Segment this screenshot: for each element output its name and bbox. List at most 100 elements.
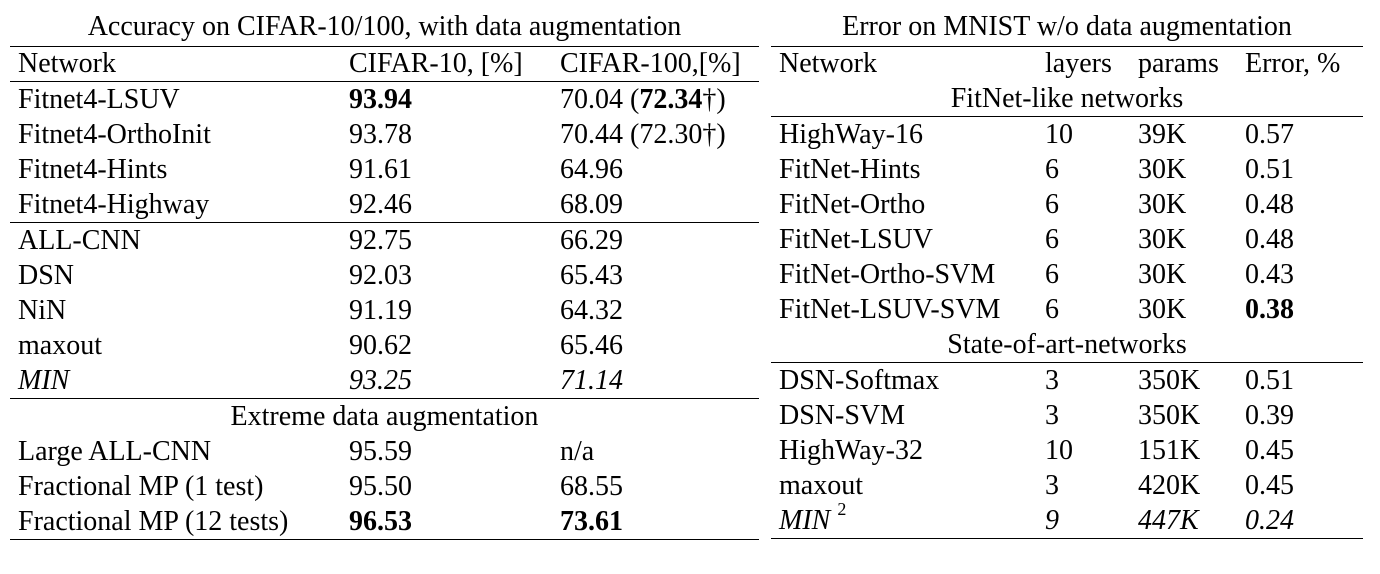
layers-cell: 3 <box>1037 362 1130 398</box>
error-cell: 0.51 <box>1245 154 1294 185</box>
header-network: Network <box>771 46 1037 81</box>
network-name: HighWay-32 <box>779 435 923 466</box>
network-cell: MIN 2 <box>771 500 1037 539</box>
network-cell: Fitnet4-Highway <box>18 189 210 220</box>
network-cell: FitNet-LSUV <box>771 222 1037 257</box>
mnist-table-panel: Error on MNIST w/o data augmentation Net… <box>771 8 1363 539</box>
cifar10-cell: 92.75 <box>341 222 552 258</box>
layers-cell: 6 <box>1045 154 1059 185</box>
table-row: MIN 2 9 447K 0.24 <box>771 500 1363 539</box>
cifar100-cell: 64.96 <box>552 152 759 187</box>
error-cell: 0.48 <box>1245 224 1294 255</box>
error-cell: 0.39 <box>1245 400 1294 431</box>
params-cell: 350K <box>1130 362 1237 398</box>
cifar10-cell: 93.78 <box>349 119 412 150</box>
params-cell: 350K <box>1138 400 1201 431</box>
error-cell: 0.45 <box>1245 470 1294 501</box>
header-cifar10: CIFAR-10, [%] <box>341 46 552 82</box>
cifar100-cell: 71.14 <box>552 363 759 399</box>
network-cell: HighWay-32 <box>771 433 1037 468</box>
params-cell: 447K <box>1130 503 1237 539</box>
network-name: maxout <box>779 470 863 501</box>
error-cell: 0.24 <box>1237 503 1363 539</box>
cifar10-cell: 95.50 <box>349 471 412 502</box>
network-cell: ALL-CNN <box>10 222 341 258</box>
section-title: Extreme data augmentation <box>10 398 759 434</box>
table-row: ALL-CNN 92.75 66.29 <box>10 222 759 258</box>
cifar10-cell: 96.53 <box>341 504 552 540</box>
network-name: FitNet-LSUV <box>779 224 933 255</box>
cifar100-dagger: †) <box>702 119 726 150</box>
mnist-table: Network layers params Error, % FitNet-li… <box>771 46 1363 539</box>
network-cell: DSN-Softmax <box>771 362 1037 398</box>
cifar100-cell: 70.04 (72.34†) <box>552 81 759 117</box>
error-cell: 0.51 <box>1237 362 1363 398</box>
cifar100-value: 71.14 <box>560 365 623 396</box>
mnist-table-body: FitNet-like networks HighWay-16 10 39K 0.57 F… <box>771 81 1363 539</box>
cifar100-paren-value: 72.34 <box>639 84 703 115</box>
network-cell: MIN <box>18 365 70 396</box>
header-cifar100: CIFAR-100,[%] <box>552 46 759 82</box>
network-cell: DSN-SVM <box>771 398 1037 433</box>
cifar100-value: 65.46 <box>560 330 623 361</box>
network-cell: FitNet-LSUV-SVM <box>771 292 1037 327</box>
table-row: DSN-Softmax 3 350K 0.51 <box>771 362 1363 398</box>
cifar100-cell: 68.09 <box>552 187 759 223</box>
error-cell: 0.45 <box>1245 435 1294 466</box>
network-name: MIN <box>779 505 831 536</box>
params-cell: 30K <box>1138 259 1187 290</box>
table-row: Large ALL-CNN 95.59 n/a <box>10 434 759 469</box>
table-row: Fitnet4-LSUV 93.94 70.04 (72.34†) <box>10 81 759 117</box>
cifar100-value: 70.04 ( <box>560 84 640 115</box>
params-cell: 151K <box>1138 435 1201 466</box>
layers-cell: 3 <box>1045 400 1059 431</box>
header-params: params <box>1130 46 1237 81</box>
table-row: FitNet-LSUV 6 30K 0.48 <box>771 222 1363 257</box>
header-network: Network <box>10 46 341 82</box>
network-cell: maxout <box>771 468 1037 503</box>
cifar-table: Network CIFAR-10, [%] CIFAR-100,[%] Fitn… <box>10 46 759 540</box>
cifar100-value: 64.96 <box>560 154 623 185</box>
section-title: FitNet-like networks <box>950 83 1184 114</box>
header-layers: layers <box>1037 46 1130 81</box>
mnist-header-row: Network layers params Error, % <box>771 46 1363 81</box>
network-cell: FitNet-Ortho <box>771 187 1037 222</box>
cifar-table-caption: Accuracy on CIFAR-10/100, with data augm… <box>87 11 682 42</box>
table-row: NiN 91.19 64.32 <box>10 293 759 328</box>
cifar10-cell: 92.03 <box>349 260 412 291</box>
table-row: maxout 3 420K 0.45 <box>771 468 1363 503</box>
network-name: FitNet-Ortho-SVM <box>779 259 996 290</box>
cifar100-cell: 65.43 <box>552 258 759 293</box>
table-row: FitNet-Hints 6 30K 0.51 <box>771 152 1363 187</box>
layers-cell: 6 <box>1045 259 1059 290</box>
cifar10-cell: 90.62 <box>349 330 412 361</box>
network-name: FitNet-Hints <box>779 154 921 185</box>
cifar100-cell: n/a <box>552 434 759 469</box>
params-cell: 420K <box>1138 470 1201 501</box>
cifar100-cell: 65.46 <box>552 328 759 363</box>
cifar100-dagger: †) <box>702 84 726 115</box>
network-name: DSN-SVM <box>779 400 906 431</box>
cifar10-cell: 93.25 <box>349 365 412 396</box>
layers-cell: 10 <box>1037 116 1130 152</box>
network-cell: Large ALL-CNN <box>18 436 212 467</box>
cifar10-cell: 91.19 <box>349 295 412 326</box>
network-cell: DSN <box>18 260 75 291</box>
cifar100-cell: 73.61 <box>552 504 759 540</box>
cifar100-value: 64.32 <box>560 295 623 326</box>
cifar100-value: 68.09 <box>560 189 623 220</box>
table-row: FitNet-Ortho-SVM 6 30K 0.43 <box>771 257 1363 292</box>
network-cell: FitNet-Ortho-SVM <box>771 257 1037 292</box>
mnist-table-caption: Error on MNIST w/o data augmentation <box>842 11 1292 42</box>
table-row: HighWay-32 10 151K 0.45 <box>771 433 1363 468</box>
params-cell: 30K <box>1138 294 1187 325</box>
network-cell: Fitnet4-Hints <box>18 154 168 185</box>
section-title: State-of-art-networks <box>947 329 1187 360</box>
table-row: Fitnet4-OrthoInit 93.78 70.44 (72.30†) <box>10 117 759 152</box>
table-row: HighWay-16 10 39K 0.57 <box>771 116 1363 152</box>
network-name: FitNet-Ortho <box>779 189 926 220</box>
layers-cell: 3 <box>1045 470 1059 501</box>
cifar100-value: 70.44 ( <box>560 119 640 150</box>
footnote-mark: 2 <box>837 499 847 519</box>
table-row: MIN 93.25 71.14 <box>10 363 759 399</box>
